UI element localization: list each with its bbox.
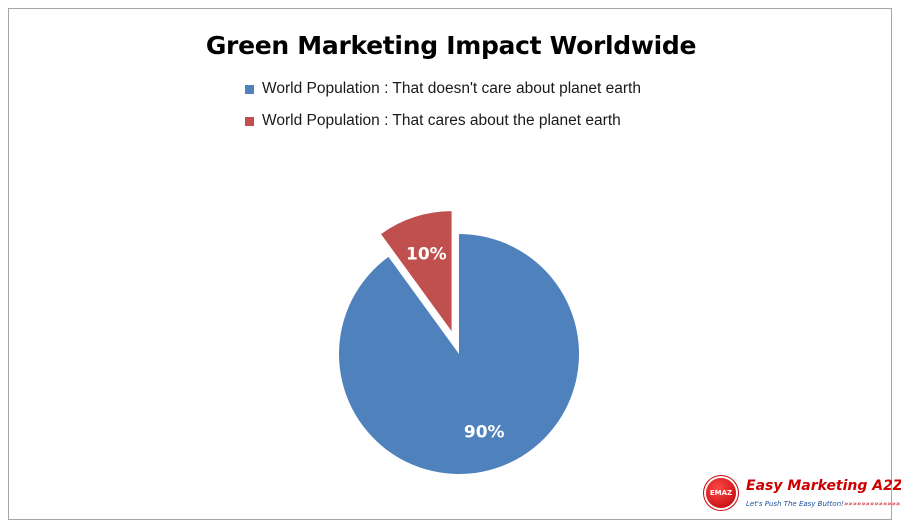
logo-tagline-text: Let's Push The Easy Button! (746, 500, 844, 508)
legend-item: World Population : That cares about the … (245, 111, 621, 131)
pie-slice (339, 234, 579, 475)
legend-label: World Population : That cares about the … (262, 112, 621, 129)
brand-logo: EMAZ Easy Marketing A2Z Let's Push The E… (706, 474, 901, 516)
logo-tagline: Let's Push The Easy Button!»»»»»»»»»»»»»… (746, 500, 901, 508)
legend-swatch (245, 116, 254, 126)
slice-data-label: 90% (464, 423, 505, 443)
legend-item: World Population : That doesn't care abo… (245, 79, 641, 99)
legend-label: World Population : That doesn't care abo… (262, 80, 641, 97)
logo-name: Easy Marketing A2Z (746, 478, 901, 494)
legend-swatch (245, 84, 254, 94)
logo-tagline-arrows: »»»»»»»»»»»»»»»»» (843, 500, 901, 508)
slice-data-label: 10% (406, 245, 447, 265)
logo-badge: EMAZ (706, 478, 736, 508)
pie-slice (381, 211, 452, 332)
chart-title: Green Marketing Impact Worldwide (205, 31, 697, 60)
